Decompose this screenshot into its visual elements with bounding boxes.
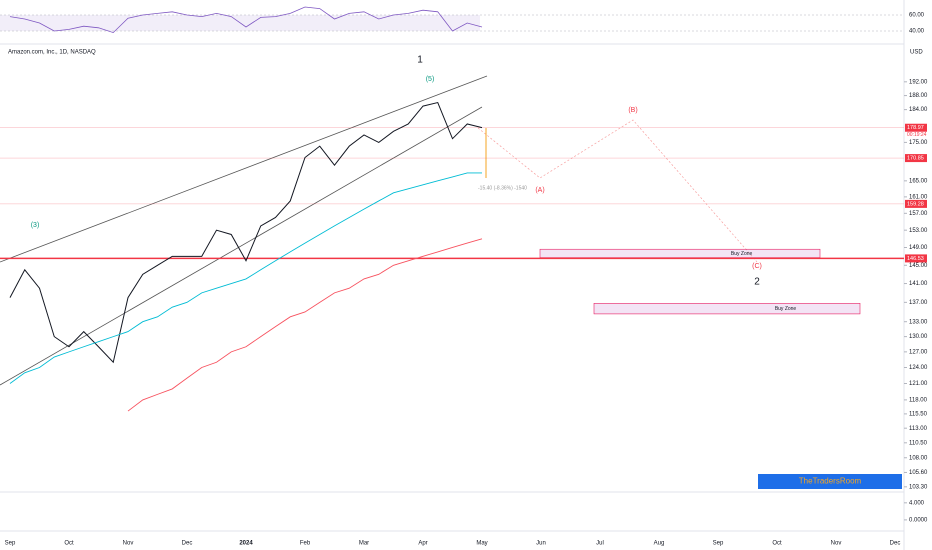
watermark-box xyxy=(758,474,902,489)
y-tick-label: 184.00 xyxy=(909,107,928,113)
y-tick-label: 153.00 xyxy=(909,228,928,234)
wave-label: 1 xyxy=(417,55,423,66)
y-tick-label: 192.00 xyxy=(909,79,928,85)
y-tick-label: 127.00 xyxy=(909,349,928,355)
x-tick-label: Dec xyxy=(182,541,193,547)
y-tick-label: 110.50 xyxy=(909,440,928,446)
wave-label: 2 xyxy=(754,277,760,288)
y-tick-label: 133.00 xyxy=(909,319,928,325)
x-tick-label: Mar xyxy=(359,541,369,547)
chart-title: Amazon.com, Inc., 1D, NASDAQ xyxy=(8,50,96,56)
price-line xyxy=(9,101,483,364)
y-tick-label: 157.00 xyxy=(909,211,928,217)
x-tick-label: May xyxy=(476,541,487,547)
x-tick-label: Jul xyxy=(596,541,604,547)
price-line xyxy=(9,172,482,384)
macd-tick-label: 4.000 xyxy=(909,500,925,506)
x-tick-label: Oct xyxy=(64,541,74,547)
y-tick-label: 124.00 xyxy=(909,365,928,371)
zone-label: Buy Zone xyxy=(775,306,797,312)
wave-label: (C) xyxy=(752,263,762,270)
x-tick-label: Jun xyxy=(536,541,546,547)
x-tick-label: 2024 xyxy=(239,541,253,547)
macd-tick-label: 0.0000 xyxy=(909,517,928,523)
y-tick-label: 141.00 xyxy=(909,281,928,287)
x-tick-label: Apr xyxy=(418,541,427,547)
wave-label: -15.40 (-8.36%) -1540 xyxy=(478,185,527,191)
price-label: 159.28 xyxy=(907,201,924,207)
x-tick-label: Oct xyxy=(772,541,782,547)
x-tick-label: Aug xyxy=(654,541,665,547)
y-tick-label: 161.00 xyxy=(909,194,928,200)
price-label: 178.97 xyxy=(907,125,924,131)
x-tick-label: Sep xyxy=(5,541,16,547)
y-tick-label: 188.00 xyxy=(909,93,928,99)
watermark: TheTradersRoom xyxy=(799,477,862,486)
price-label-box xyxy=(905,254,927,263)
wave-label: (3) xyxy=(31,222,40,229)
x-tick-label: Feb xyxy=(300,541,311,547)
price-label: 170.85 xyxy=(907,156,924,162)
channel-line xyxy=(0,75,488,263)
x-tick-label: Sep xyxy=(713,541,724,547)
y-tick-label: 121.00 xyxy=(909,381,928,387)
wave-label: (B) xyxy=(628,107,637,114)
x-tick-label: Nov xyxy=(123,541,134,547)
x-tick-label: Dec xyxy=(890,541,901,547)
x-tick-label: Nov xyxy=(831,541,842,547)
wave-label: (A) xyxy=(535,187,544,194)
y-tick-label: 118.00 xyxy=(909,397,928,403)
price-label-box xyxy=(905,199,927,208)
buy-zone xyxy=(593,303,861,315)
rsi-tick-label: 40.00 xyxy=(909,29,925,35)
y-tick-label: 103.30 xyxy=(909,484,928,490)
channel-line xyxy=(0,106,483,386)
y-tick-label: 130.00 xyxy=(909,334,928,340)
y-tick-label: 105.60 xyxy=(909,470,928,476)
y-tick-label: 175.00 xyxy=(909,140,928,146)
zone-label: Buy Zone xyxy=(731,251,753,257)
rsi-line xyxy=(9,6,483,34)
y-tick-label: 145.00 xyxy=(909,263,928,269)
price-label-box xyxy=(905,123,927,132)
currency: USD xyxy=(910,50,923,56)
rsi-tick-label: 60.00 xyxy=(909,13,925,19)
y-tick-label: 137.00 xyxy=(909,300,928,306)
price-label-box xyxy=(905,154,927,163)
wave-label: (5) xyxy=(426,76,435,83)
y-tick-label: 165.00 xyxy=(909,178,928,184)
buy-zone xyxy=(539,248,821,258)
countdown: 00:19:24 xyxy=(907,132,927,138)
price-label: 146.53 xyxy=(907,256,924,262)
y-tick-label: 149.00 xyxy=(909,245,928,251)
y-tick-label: 113.00 xyxy=(909,426,928,432)
y-tick-label: 115.50 xyxy=(909,411,928,417)
y-tick-label: 108.00 xyxy=(909,455,928,461)
price-line xyxy=(127,238,483,412)
